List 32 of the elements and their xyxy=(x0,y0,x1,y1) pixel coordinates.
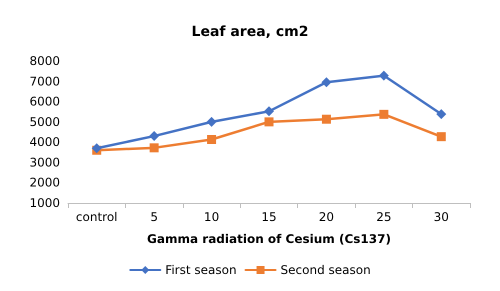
point xyxy=(436,109,446,120)
y-tick-label: 5000 xyxy=(29,114,60,129)
y-tick-label: 6000 xyxy=(29,94,60,109)
x-tick-label: 10 xyxy=(204,210,220,224)
point xyxy=(92,143,102,154)
legend-label: Second season xyxy=(280,263,371,277)
legend-label: First season xyxy=(165,263,237,277)
x-axis-title: Gamma radiation of Cesium (Cs137) xyxy=(147,232,391,246)
x-tick-label: 20 xyxy=(318,210,334,224)
point xyxy=(321,77,332,88)
y-tick-label: 1000 xyxy=(29,196,60,210)
point xyxy=(264,106,274,116)
x-tick-label: 5 xyxy=(150,210,158,224)
x-tick-label: control xyxy=(76,210,118,224)
point xyxy=(150,143,159,152)
point xyxy=(436,132,446,142)
y-tick-label: 8000 xyxy=(29,54,60,68)
point xyxy=(264,117,274,126)
y-tick-label: 7000 xyxy=(29,74,60,88)
y-tick-label: 2000 xyxy=(29,176,60,190)
y-tick-label: 4000 xyxy=(29,135,60,150)
point xyxy=(207,135,216,144)
point xyxy=(378,70,389,81)
point xyxy=(206,116,217,127)
chart-title: Leaf area, cm2 xyxy=(192,24,308,40)
point xyxy=(149,131,160,142)
x-tick-label: 25 xyxy=(376,210,392,224)
x-tick-label: 30 xyxy=(434,210,449,224)
point xyxy=(322,114,331,124)
y-tick-label: 3000 xyxy=(29,155,60,170)
point xyxy=(379,110,388,119)
x-tick-label: 15 xyxy=(261,210,277,224)
